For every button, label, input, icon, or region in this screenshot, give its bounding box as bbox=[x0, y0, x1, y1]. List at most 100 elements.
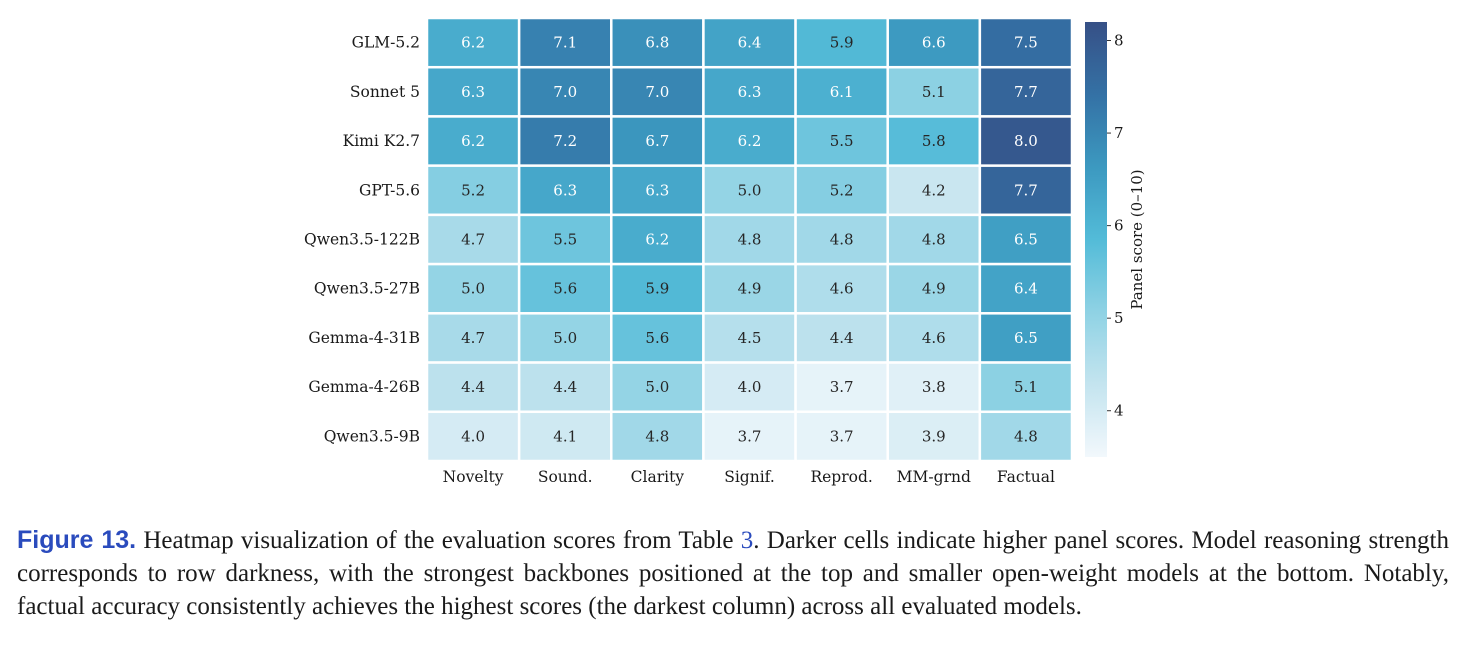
heatmap-cell bbox=[517, 164, 613, 217]
cell-value-label: 4.4 bbox=[553, 378, 577, 396]
cell-value-label: 5.9 bbox=[645, 280, 669, 298]
heatmap-cell bbox=[978, 262, 1074, 315]
heatmap-cell bbox=[425, 410, 521, 463]
colorbar-tick-label: 6 bbox=[1114, 217, 1124, 235]
heatmap-cell bbox=[794, 361, 889, 414]
cell-value-label: 5.0 bbox=[461, 280, 485, 298]
cell-value-label: 4.2 bbox=[922, 181, 946, 199]
heatmap-cell bbox=[702, 312, 797, 364]
caption-text-2: . Darker cells indicate higher panel sco… bbox=[17, 527, 1449, 620]
heatmap-cell bbox=[425, 213, 521, 266]
heatmap-cell bbox=[794, 115, 889, 167]
colorbar-label: Panel score (0–10) bbox=[1128, 169, 1146, 309]
column-tick-label: Reprod. bbox=[810, 468, 872, 486]
colorbar-tick-label: 4 bbox=[1114, 402, 1124, 420]
cell-value-label: 7.7 bbox=[1014, 181, 1038, 199]
cell-value-label: 5.1 bbox=[922, 83, 946, 101]
cell-value-label: 6.2 bbox=[645, 231, 669, 249]
cell-value-label: 6.6 bbox=[922, 34, 946, 52]
cell-value-label: 4.8 bbox=[830, 231, 854, 249]
heatmap-cell bbox=[794, 65, 889, 118]
column-tick-label: Clarity bbox=[631, 468, 685, 486]
heatmap-cell bbox=[425, 65, 521, 118]
colorbar bbox=[1085, 22, 1107, 457]
heatmap-cell bbox=[610, 115, 705, 167]
row-tick-label: Qwen3.5-27B bbox=[314, 280, 420, 298]
heatmap-cell bbox=[978, 312, 1074, 364]
heatmap-cell bbox=[886, 312, 982, 364]
cell-value-label: 3.7 bbox=[830, 427, 854, 445]
cell-value-label: 6.5 bbox=[1014, 329, 1038, 347]
cell-value-label: 6.8 bbox=[645, 34, 669, 52]
cell-value-label: 4.8 bbox=[922, 231, 946, 249]
cell-value-label: 6.3 bbox=[553, 181, 577, 199]
cell-value-label: 6.3 bbox=[461, 83, 485, 101]
cell-value-label: 4.4 bbox=[461, 378, 485, 396]
cell-value-label: 4.6 bbox=[830, 280, 854, 298]
cell-value-label: 7.7 bbox=[1014, 83, 1038, 101]
cell-value-label: 6.2 bbox=[738, 132, 762, 150]
heatmap-cell bbox=[610, 312, 705, 364]
cell-value-label: 4.1 bbox=[553, 427, 577, 445]
cell-value-label: 4.4 bbox=[830, 329, 854, 347]
column-tick-label: Sound. bbox=[538, 468, 593, 486]
heatmap-cell bbox=[425, 262, 521, 315]
colorbar-tick-label: 8 bbox=[1114, 32, 1124, 50]
cell-value-label: 7.0 bbox=[553, 83, 577, 101]
cell-value-label: 6.2 bbox=[461, 34, 485, 52]
heatmap-cell bbox=[517, 262, 613, 315]
heatmap-cell bbox=[978, 361, 1074, 414]
row-tick-label: Kimi K2.7 bbox=[343, 132, 420, 150]
cell-value-label: 6.3 bbox=[645, 181, 669, 199]
heatmap-chart: 6.2 7.1 6.8 6.4 5.9 6.6 7.5 6.3 7.0 7.0 6.3 6.1 5.1 7… bbox=[304, 16, 1146, 486]
table-reference-link[interactable]: 3 bbox=[740, 527, 754, 554]
cell-value-label: 4.8 bbox=[1014, 427, 1038, 445]
heatmap-cell bbox=[886, 16, 982, 69]
cell-value-label: 5.1 bbox=[1014, 378, 1038, 396]
cell-value-label: 8.0 bbox=[1014, 132, 1038, 150]
column-tick-label: Factual bbox=[997, 468, 1055, 486]
column-tick-label: Signif. bbox=[724, 468, 775, 486]
row-tick-label: Qwen3.5-9B bbox=[324, 427, 420, 445]
heatmap-cell bbox=[978, 65, 1074, 118]
cell-value-label: 3.7 bbox=[830, 378, 854, 396]
cell-value-label: 5.0 bbox=[553, 329, 577, 347]
heatmap-cell bbox=[886, 115, 982, 167]
heatmap-cell bbox=[702, 410, 797, 463]
cell-value-label: 4.9 bbox=[738, 280, 762, 298]
cell-value-label: 3.9 bbox=[922, 427, 946, 445]
cell-value-label: 6.7 bbox=[645, 132, 669, 150]
cell-value-label: 5.5 bbox=[830, 132, 854, 150]
cell-value-label: 3.8 bbox=[922, 378, 946, 396]
cell-value-label: 4.7 bbox=[461, 231, 485, 249]
cell-value-label: 5.9 bbox=[830, 34, 854, 52]
colorbar-tick-label: 7 bbox=[1114, 124, 1124, 142]
cell-value-label: 6.3 bbox=[738, 83, 762, 101]
cell-value-label: 7.1 bbox=[553, 34, 577, 52]
cell-value-label: 4.5 bbox=[738, 329, 762, 347]
heatmap-cell bbox=[425, 164, 521, 217]
heatmap-cell bbox=[886, 410, 982, 463]
cell-value-label: 5.2 bbox=[830, 181, 854, 199]
cell-value-label: 6.5 bbox=[1014, 231, 1038, 249]
cell-value-label: 5.2 bbox=[461, 181, 485, 199]
heatmap-cell bbox=[517, 361, 613, 414]
cell-value-label: 5.6 bbox=[553, 280, 577, 298]
cell-value-label: 5.0 bbox=[645, 378, 669, 396]
heatmap-cell bbox=[886, 164, 982, 217]
heatmap-cell bbox=[978, 115, 1074, 167]
cell-value-label: 5.0 bbox=[738, 181, 762, 199]
cell-value-label: 5.5 bbox=[553, 231, 577, 249]
cell-value-label: 6.4 bbox=[1014, 280, 1038, 298]
heatmap-cell bbox=[517, 115, 613, 167]
cell-value-label: 7.2 bbox=[553, 132, 577, 150]
cell-value-label: 4.8 bbox=[645, 427, 669, 445]
cell-value-label: 4.0 bbox=[738, 378, 762, 396]
cell-value-label: 4.9 bbox=[922, 280, 946, 298]
row-tick-label: Gemma-4-31B bbox=[308, 329, 420, 347]
heatmap-cell bbox=[702, 361, 797, 414]
heatmap-cell bbox=[425, 361, 521, 414]
colorbar-tick-label: 5 bbox=[1114, 309, 1124, 327]
row-tick-label: Sonnet 5 bbox=[350, 83, 420, 101]
